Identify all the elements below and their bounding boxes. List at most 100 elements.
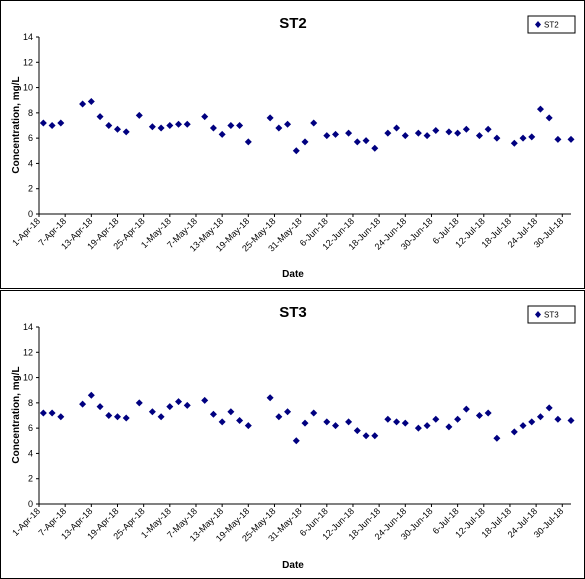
y-tick-label: 8 — [28, 108, 33, 118]
data-point — [39, 119, 47, 127]
data-point — [135, 111, 143, 119]
data-point — [105, 122, 113, 129]
y-tick-label: 10 — [23, 83, 33, 93]
y-tick-label: 14 — [23, 32, 33, 42]
data-point — [332, 130, 340, 138]
y-tick-label: 6 — [28, 423, 33, 433]
data-point — [332, 422, 340, 430]
chart-st2: ST2 Concentration, mg/L Date ST2 0 2 4 6 8 10… — [10, 15, 576, 280]
data-point — [301, 138, 309, 146]
data-point — [432, 415, 440, 423]
data-point — [275, 413, 283, 421]
legend-marker — [535, 21, 541, 28]
data-point — [96, 113, 104, 121]
data-point — [567, 135, 575, 143]
data-point — [48, 409, 56, 417]
data-point — [39, 409, 47, 417]
data-point — [323, 132, 331, 140]
data-point — [393, 124, 401, 132]
data-point — [362, 432, 370, 440]
data-point — [236, 122, 244, 129]
data-point — [266, 394, 274, 402]
data-point — [209, 124, 217, 132]
data-point — [148, 408, 156, 416]
chart-panel-st2: ST2 Concentration, mg/L Date ST2 0 2 4 6 8 10… — [0, 0, 585, 289]
data-point — [353, 427, 361, 435]
data-point — [113, 413, 121, 421]
data-point — [48, 122, 56, 129]
data-point — [484, 409, 492, 417]
y-tick-label: 12 — [23, 347, 33, 357]
data-point — [275, 124, 283, 132]
data-point — [454, 415, 462, 423]
data-point — [536, 105, 544, 113]
data-point — [510, 428, 518, 436]
x-axis-label: Date — [282, 560, 304, 571]
legend-label: ST2 — [544, 21, 559, 30]
data-point — [79, 100, 87, 108]
data-point — [227, 408, 235, 416]
data-point — [362, 137, 370, 145]
plot-area: 024681012141-Apr-187-Apr-1813-Apr-1819-A… — [10, 32, 575, 254]
data-point — [157, 413, 165, 421]
data-point — [244, 138, 252, 146]
data-point — [183, 120, 191, 128]
chart-title: ST3 — [279, 304, 307, 321]
legend-box — [527, 305, 576, 324]
data-point — [79, 400, 87, 408]
legend: ST2 — [527, 15, 576, 34]
data-point — [201, 396, 209, 404]
data-point — [135, 399, 143, 407]
chart-panel-st3: ST3 Concentration, mg/L Date ST3 0 2 4 6 8 10… — [0, 290, 585, 579]
data-point — [96, 403, 104, 411]
y-tick-label: 0 — [28, 209, 33, 219]
data-point — [148, 123, 156, 131]
data-point — [445, 128, 453, 136]
legend: ST3 — [527, 305, 576, 324]
data-point — [445, 423, 453, 431]
data-point — [475, 132, 483, 140]
data-point — [201, 113, 209, 121]
y-tick-label: 2 — [28, 184, 33, 194]
data-point — [292, 437, 300, 445]
y-tick-label: 10 — [23, 373, 33, 383]
data-point — [122, 414, 130, 422]
data-point — [493, 134, 501, 142]
data-point — [175, 398, 183, 406]
data-point — [484, 125, 492, 133]
data-point — [401, 132, 409, 140]
data-point — [401, 419, 409, 427]
data-point — [519, 134, 527, 142]
y-axis-label: Concentration, mg/L — [11, 366, 22, 463]
x-axis-label: Date — [282, 269, 304, 280]
data-point — [310, 119, 318, 127]
data-point — [510, 139, 518, 147]
y-tick-label: 14 — [23, 322, 33, 332]
data-point — [57, 413, 65, 421]
data-point — [323, 418, 331, 426]
data-point — [475, 412, 483, 419]
data-point — [301, 419, 309, 427]
y-tick-label: 8 — [28, 398, 33, 408]
data-point — [528, 418, 536, 426]
data-point — [57, 119, 65, 127]
data-point — [105, 412, 113, 419]
data-point — [423, 422, 431, 430]
data-point — [371, 432, 379, 440]
data-point — [227, 122, 235, 129]
data-point — [166, 122, 174, 129]
data-point — [310, 409, 318, 417]
data-point — [414, 129, 422, 137]
data-point — [393, 418, 401, 426]
data-point — [462, 405, 470, 413]
y-tick-label: 6 — [28, 133, 33, 143]
data-point — [183, 401, 191, 409]
y-tick-label: 4 — [28, 158, 33, 168]
data-point — [545, 114, 553, 122]
data-point — [567, 417, 575, 425]
data-point — [554, 415, 562, 423]
data-point — [454, 129, 462, 137]
data-point — [384, 415, 392, 423]
data-point — [218, 418, 226, 426]
data-point — [244, 422, 252, 430]
